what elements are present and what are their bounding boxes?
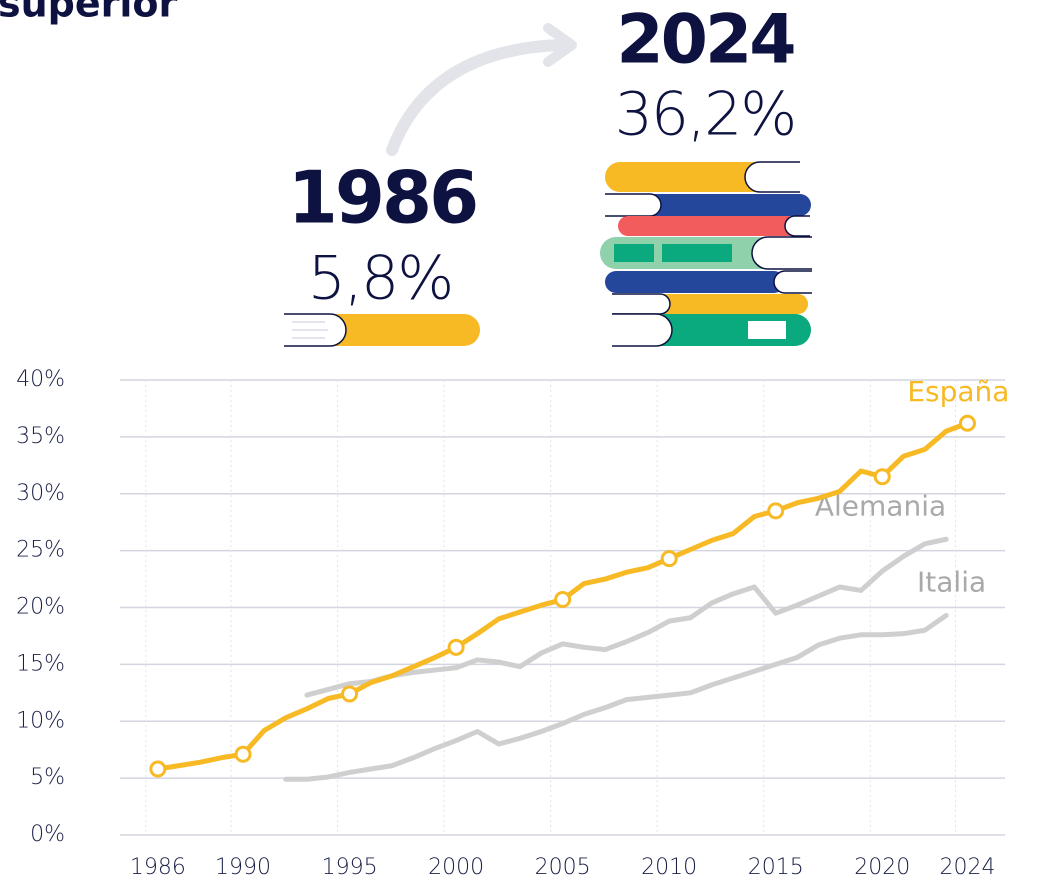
y-tick-label: 35% <box>16 424 65 449</box>
series-line <box>283 612 949 782</box>
highlight-year: 2024 <box>616 1 794 80</box>
y-tick-label: 10% <box>16 708 65 733</box>
highlight-marker <box>767 502 785 520</box>
highlight-year: 1986 <box>288 156 476 240</box>
highlight-marker <box>149 760 167 778</box>
arrow <box>386 39 566 156</box>
chart-title: superior <box>0 0 178 26</box>
y-tick-label: 40% <box>16 367 65 392</box>
y-tick-label: 15% <box>16 651 65 676</box>
series-label: Italia <box>917 565 986 598</box>
y-tick-label: 25% <box>16 538 65 563</box>
y-tick-label: 20% <box>16 595 65 620</box>
highlight-marker <box>958 414 976 432</box>
y-tick-label: 0% <box>30 822 65 847</box>
x-tick-label: 1990 <box>215 855 271 880</box>
y-tick-label: 5% <box>30 765 65 790</box>
arrow-head <box>543 23 577 67</box>
highlight-marker <box>341 685 359 703</box>
x-tick-label: 2005 <box>535 855 591 880</box>
x-tick-label: 1995 <box>322 855 378 880</box>
x-tick-label: 2000 <box>428 855 484 880</box>
y-tick-label: 30% <box>16 481 65 506</box>
highlight-marker <box>660 550 678 568</box>
highlight-marker <box>554 591 572 609</box>
x-tick-label: 2015 <box>748 855 804 880</box>
highlight-value: 36,2% <box>615 80 796 150</box>
x-tick-label: 2020 <box>854 855 910 880</box>
x-tick-label: 2010 <box>641 855 697 880</box>
series-line <box>304 536 949 698</box>
highlight-marker <box>234 745 252 763</box>
highlight-value: 5,8% <box>308 244 452 314</box>
book-stack-illustration <box>600 161 812 347</box>
x-tick-label: 2024 <box>939 855 995 880</box>
series-label: España <box>907 375 1009 408</box>
highlight-marker <box>873 468 891 486</box>
highlight-marker <box>447 638 465 656</box>
x-tick-label: 1986 <box>130 855 186 880</box>
book-illustration <box>284 313 480 347</box>
